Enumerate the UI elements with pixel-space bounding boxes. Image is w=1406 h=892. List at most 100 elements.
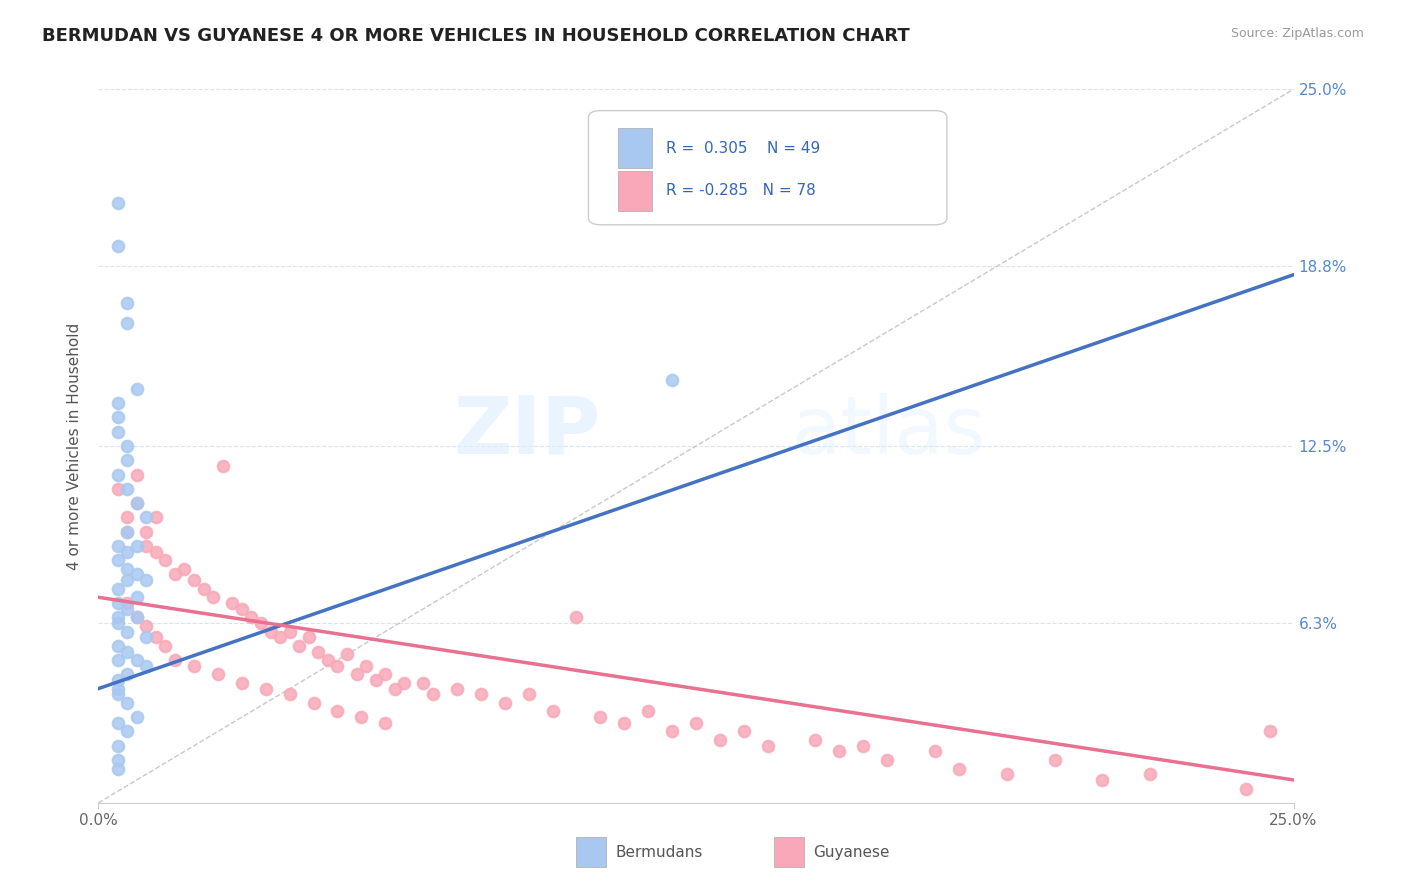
Point: [565, 610, 588, 624]
Point: [107, 753, 129, 767]
Point: [115, 644, 138, 658]
Point: [135, 619, 157, 633]
Point: [422, 687, 444, 701]
Text: Bermudans: Bermudans: [616, 845, 703, 860]
Point: [924, 744, 946, 758]
Point: [107, 467, 129, 482]
Point: [107, 539, 129, 553]
Point: [107, 196, 129, 211]
Point: [221, 596, 243, 610]
Point: [756, 739, 779, 753]
Point: [354, 658, 377, 673]
Point: [107, 715, 129, 730]
Point: [115, 601, 138, 615]
Point: [115, 482, 138, 496]
Point: [1043, 753, 1066, 767]
Point: [107, 762, 129, 776]
Point: [115, 724, 138, 739]
FancyBboxPatch shape: [619, 171, 652, 211]
Text: ZIP: ZIP: [453, 392, 600, 471]
Point: [125, 653, 148, 667]
Point: [269, 630, 291, 644]
Point: [470, 687, 492, 701]
Point: [202, 591, 225, 605]
Point: [326, 705, 349, 719]
Point: [125, 382, 148, 396]
Y-axis label: 4 or more Vehicles in Household: 4 or more Vehicles in Household: [67, 322, 83, 570]
Point: [115, 296, 138, 310]
Point: [135, 510, 157, 524]
Point: [107, 482, 129, 496]
Point: [193, 582, 215, 596]
Point: [115, 696, 138, 710]
Point: [852, 739, 875, 753]
Point: [394, 676, 416, 690]
Point: [125, 610, 148, 624]
Point: [374, 715, 396, 730]
Point: [288, 639, 311, 653]
Point: [107, 425, 129, 439]
Point: [589, 710, 612, 724]
Point: [135, 539, 157, 553]
Point: [125, 567, 148, 582]
Point: [1139, 767, 1161, 781]
Point: [211, 458, 233, 473]
Point: [107, 673, 129, 687]
Point: [115, 510, 138, 524]
Point: [125, 591, 148, 605]
Point: [231, 676, 253, 690]
Point: [135, 630, 157, 644]
Point: [135, 658, 157, 673]
Point: [173, 562, 195, 576]
Point: [125, 710, 148, 724]
Point: [115, 573, 138, 587]
Point: [107, 681, 129, 696]
Point: [661, 373, 683, 387]
Point: [231, 601, 253, 615]
Point: [995, 767, 1018, 781]
Point: [115, 667, 138, 681]
Point: [350, 710, 373, 724]
Point: [661, 724, 683, 739]
Point: [259, 624, 281, 639]
Point: [278, 687, 301, 701]
Point: [709, 733, 731, 747]
Point: [107, 610, 129, 624]
Point: [107, 596, 129, 610]
Point: [302, 696, 325, 710]
Point: [250, 615, 273, 630]
Point: [876, 753, 898, 767]
Point: [207, 667, 229, 681]
Point: [125, 539, 148, 553]
Text: R = -0.285   N = 78: R = -0.285 N = 78: [666, 184, 815, 198]
Point: [1234, 781, 1257, 796]
Text: Guyanese: Guyanese: [813, 845, 890, 860]
Point: [364, 673, 387, 687]
Point: [115, 439, 138, 453]
Point: [155, 553, 177, 567]
Point: [107, 396, 129, 410]
FancyBboxPatch shape: [576, 837, 606, 867]
Point: [541, 705, 564, 719]
Point: [374, 667, 396, 681]
Point: [494, 696, 516, 710]
Point: [326, 658, 349, 673]
Point: [163, 567, 186, 582]
Point: [107, 687, 129, 701]
Point: [828, 744, 851, 758]
Point: [155, 639, 177, 653]
Point: [346, 667, 368, 681]
Point: [637, 705, 659, 719]
Point: [685, 715, 707, 730]
Point: [115, 524, 138, 539]
Text: R =  0.305    N = 49: R = 0.305 N = 49: [666, 141, 820, 155]
Point: [135, 524, 157, 539]
Point: [733, 724, 755, 739]
Point: [804, 733, 827, 747]
Point: [115, 453, 138, 467]
FancyBboxPatch shape: [589, 111, 948, 225]
Point: [115, 316, 138, 330]
Point: [107, 739, 129, 753]
Point: [145, 510, 167, 524]
Point: [107, 653, 129, 667]
